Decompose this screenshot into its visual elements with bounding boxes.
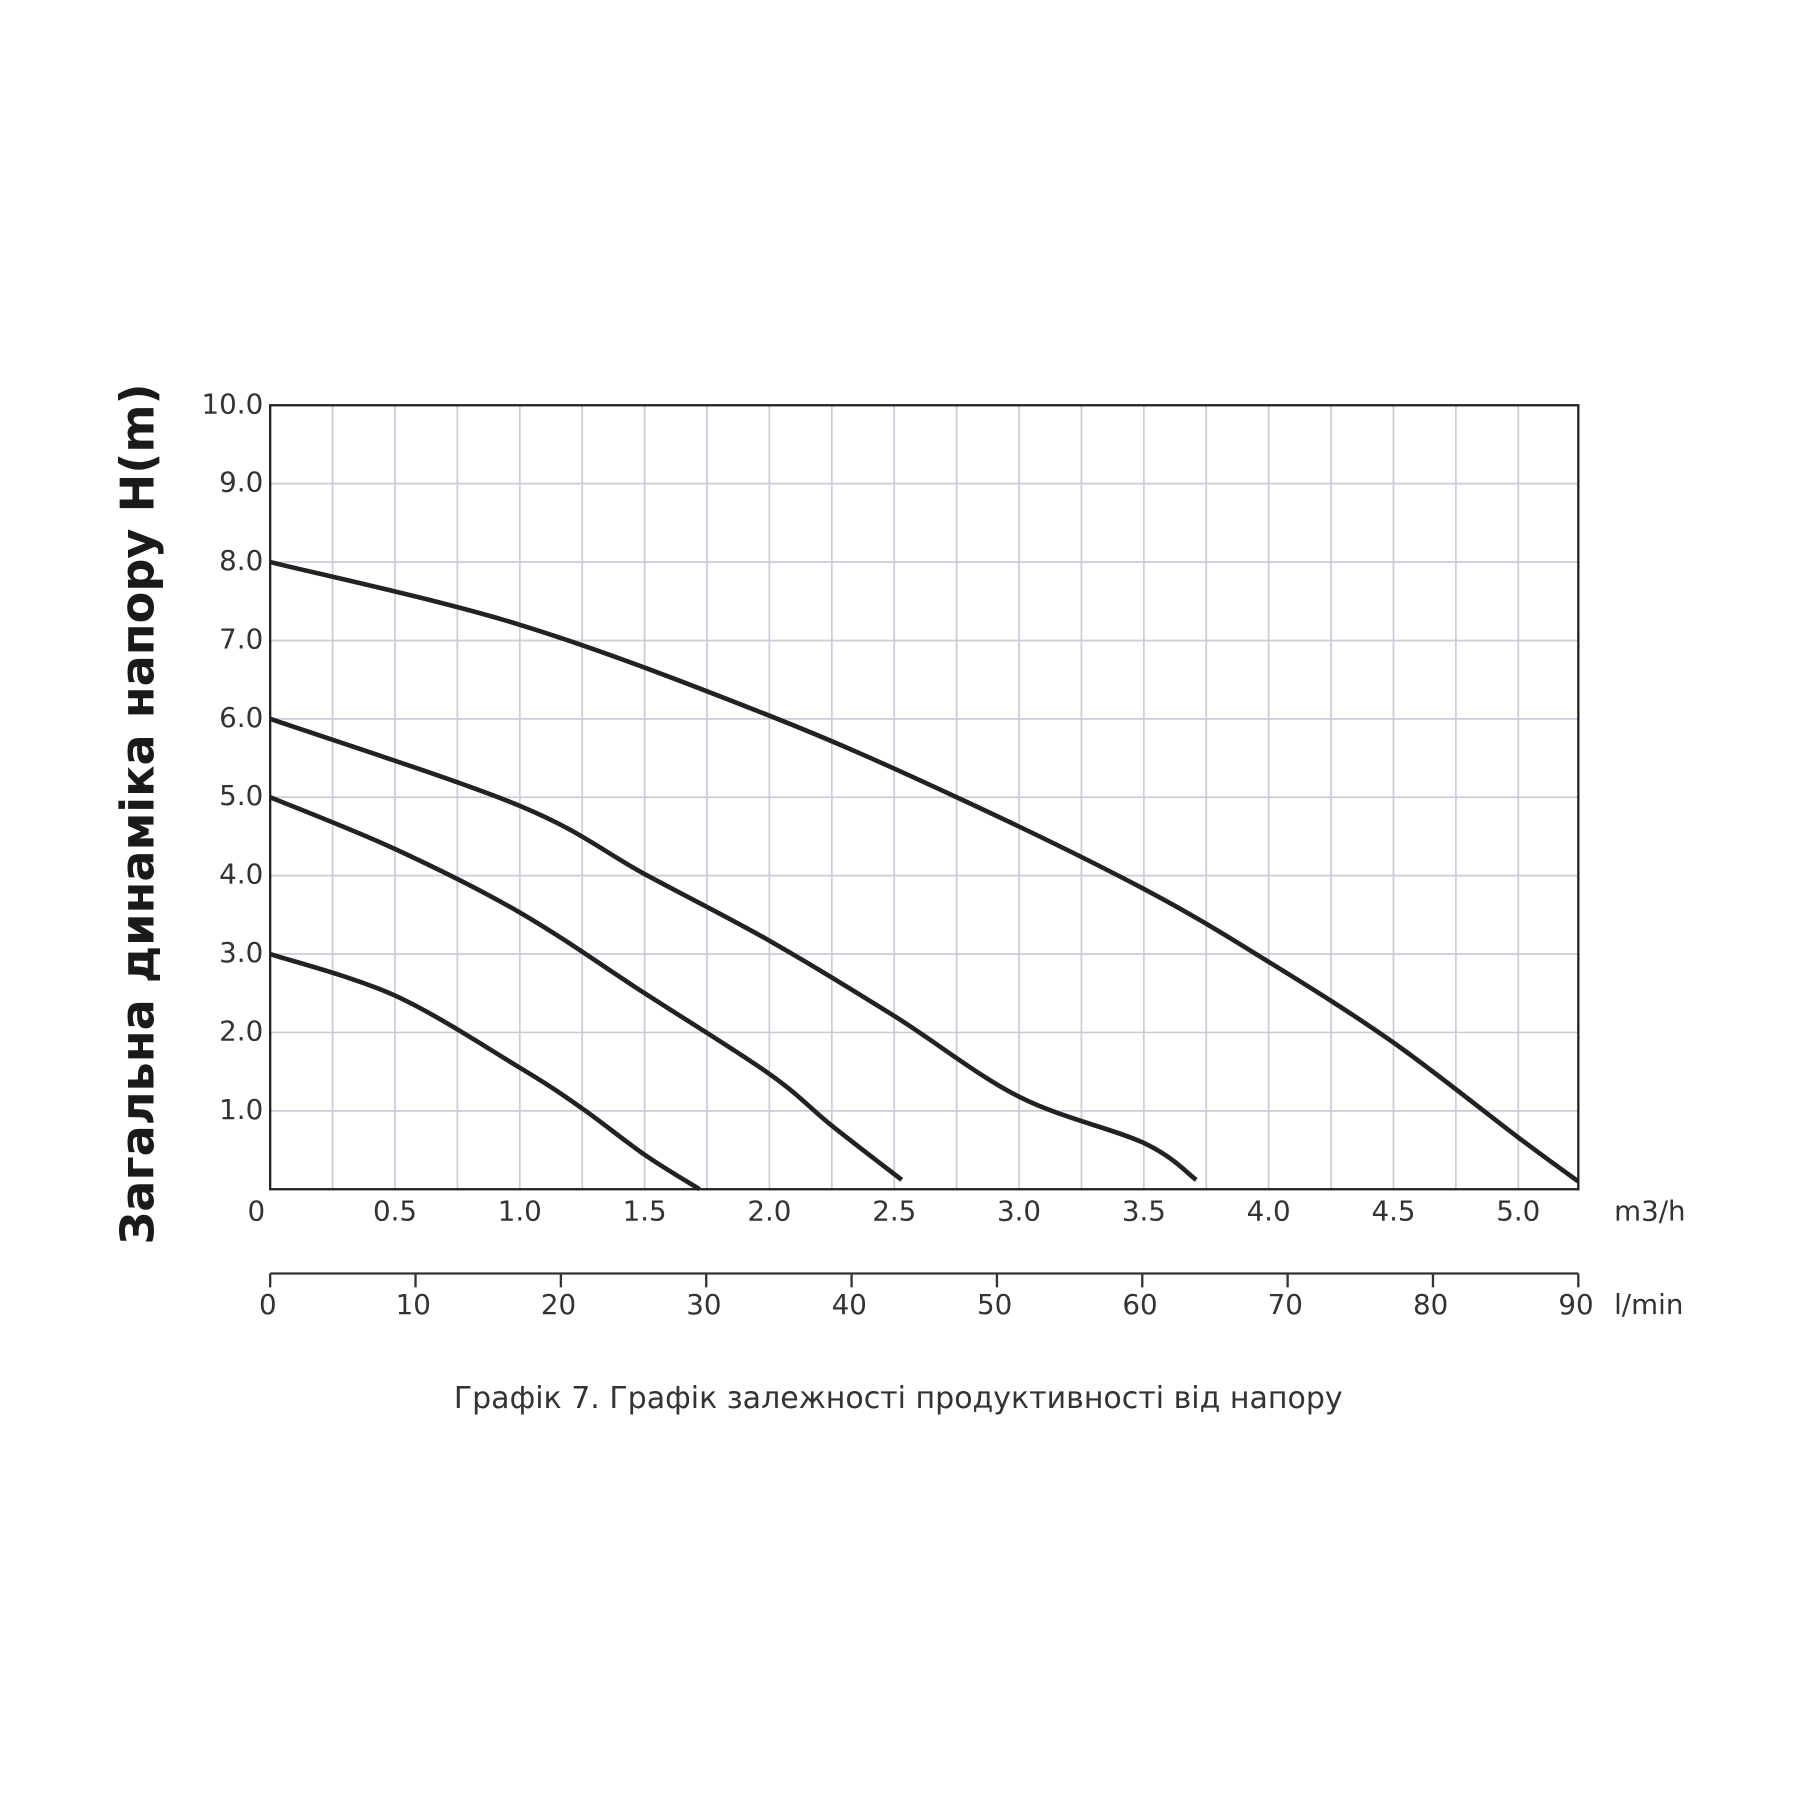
x-tick-label: 1.0 bbox=[498, 1194, 542, 1227]
x-tick-label: 3.0 bbox=[997, 1194, 1041, 1227]
curve bbox=[269, 716, 1198, 1182]
x-axis-unit: m3/h bbox=[1614, 1194, 1686, 1227]
y-tick-label: 1.0 bbox=[219, 1093, 263, 1126]
x-tick-label: 0.5 bbox=[373, 1194, 417, 1227]
curve bbox=[269, 951, 701, 1192]
curve bbox=[269, 559, 1580, 1184]
y-tick-label: 5.0 bbox=[219, 779, 263, 812]
x-tick-label: 4.5 bbox=[1371, 1194, 1415, 1227]
x2-tick-label: 50 bbox=[977, 1288, 1012, 1321]
x-tick-label: 2.0 bbox=[747, 1194, 791, 1227]
x-tick-label: 5.0 bbox=[1496, 1194, 1540, 1227]
x2-axis-unit: l/min bbox=[1614, 1288, 1683, 1321]
x2-tick-label: 20 bbox=[541, 1288, 576, 1321]
y-tick-label: 3.0 bbox=[219, 936, 263, 969]
y-tick-label: 7.0 bbox=[219, 622, 263, 655]
curve bbox=[269, 795, 904, 1182]
x2-tick-label: 40 bbox=[832, 1288, 867, 1321]
x2-tick-label: 70 bbox=[1268, 1288, 1303, 1321]
y-axis-title: Загальна динаміка напору H(m) bbox=[110, 383, 164, 1244]
y-tick-label: 2.0 bbox=[219, 1014, 263, 1047]
x2-tick-label: 60 bbox=[1122, 1288, 1157, 1321]
x-tick-label: 0 bbox=[247, 1194, 265, 1227]
y-tick-label: 6.0 bbox=[219, 701, 263, 734]
y-tick-label: 4.0 bbox=[219, 858, 263, 891]
x2-tick-label: 80 bbox=[1413, 1288, 1448, 1321]
x2-tick-label: 30 bbox=[686, 1288, 721, 1321]
x2-tick-label: 10 bbox=[396, 1288, 431, 1321]
x-tick-label: 3.5 bbox=[1122, 1194, 1166, 1227]
x-tick-label: 1.5 bbox=[623, 1194, 667, 1227]
x-tick-label: 2.5 bbox=[872, 1194, 916, 1227]
y-tick-label: 8.0 bbox=[219, 544, 263, 577]
x2-tick-label: 90 bbox=[1558, 1288, 1593, 1321]
x-tick-label: 4.0 bbox=[1247, 1194, 1291, 1227]
x2-tick-label: 0 bbox=[259, 1288, 277, 1321]
y-tick-label: 9.0 bbox=[219, 466, 263, 499]
y-tick-label: 10.0 bbox=[202, 387, 264, 420]
caption: Графік 7. Графік залежності продуктивнос… bbox=[454, 1381, 1343, 1416]
